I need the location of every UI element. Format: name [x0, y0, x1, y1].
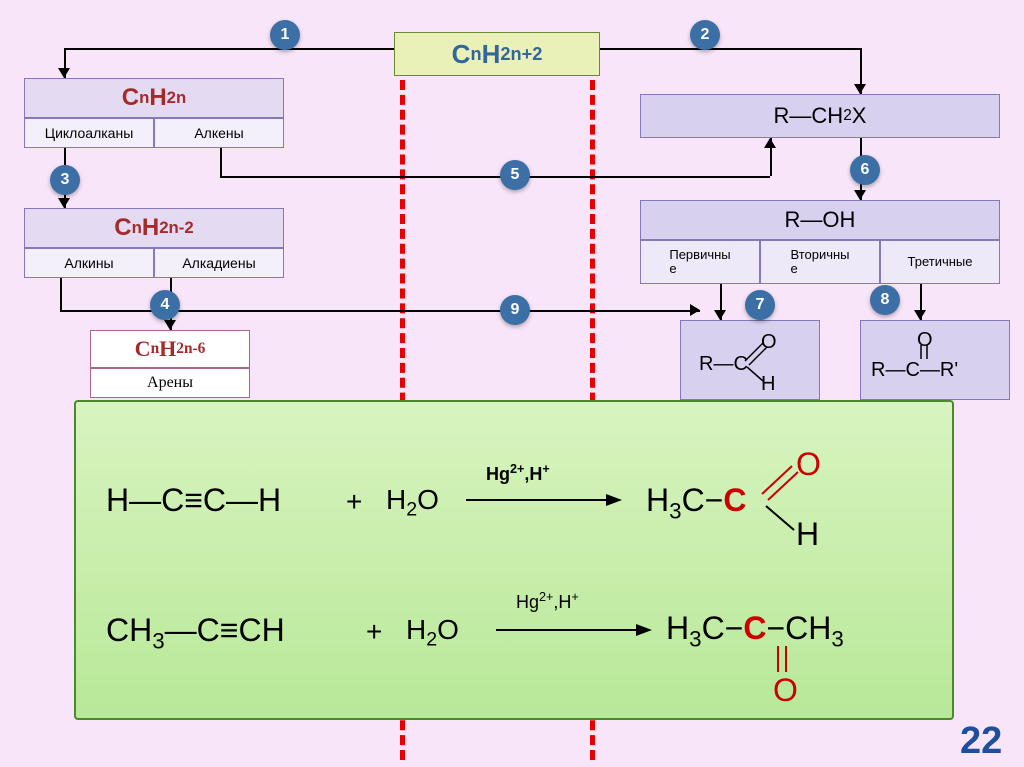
arrow-segment — [220, 148, 222, 176]
label-alkenes: Алкены — [154, 118, 284, 148]
label-alkynes: Алкины — [24, 248, 154, 278]
formula-alkanes: CnH2n+2 — [394, 32, 600, 76]
reaction-1: H—C≡C—H+H2OHg2+,H+H3C−COH — [76, 462, 952, 562]
arrow-head-icon — [58, 68, 70, 78]
page-number: 22 — [960, 720, 1002, 763]
label-alcohol-type: Вторичны е — [760, 240, 880, 284]
arrow-head-icon — [58, 198, 70, 208]
arrow-segment — [600, 48, 860, 50]
reaction-2: CH3—C≡CH+H2OHg2+,H+H3C−C−CH3O — [76, 602, 952, 712]
label-cycloalkanes: Циклоалканы — [24, 118, 154, 148]
formula-aldehyde: R—COH — [680, 320, 820, 400]
row-alcohol-types: Первичны еВторичны еТретичные — [640, 240, 1000, 284]
step-badge: 6 — [850, 155, 880, 185]
formula-ketone: R—C—R'O — [860, 320, 1010, 400]
arrow-head-icon — [764, 138, 776, 148]
step-badge: 5 — [500, 160, 530, 190]
row-alkynes: АлкиныАлкадиены — [24, 248, 284, 278]
arrow-segment — [220, 176, 770, 178]
arrow-head-icon — [854, 84, 866, 94]
row-alkenes: ЦиклоалканыАлкены — [24, 118, 284, 148]
arrow-head-icon — [690, 304, 700, 316]
formula-alkynes: CnH2n-2 — [24, 208, 284, 248]
formula-alkenes: CnH2n — [24, 78, 284, 118]
label-arenes: Арены — [90, 368, 250, 398]
step-badge: 1 — [270, 20, 300, 50]
formula-haloalkane: R—CH2X — [640, 94, 1000, 138]
arrow-head-icon — [914, 310, 926, 320]
arrow-head-icon — [164, 320, 176, 330]
step-badge: 2 — [690, 20, 720, 50]
formula-alcohol: R—OH — [640, 200, 1000, 240]
step-badge: 7 — [745, 290, 775, 320]
arrow-head-icon — [854, 190, 866, 200]
reaction-panel: H—C≡C—H+H2OHg2+,H+H3C−COH CH3—C≡CH+H2OHg2… — [74, 400, 954, 720]
step-badge: 4 — [150, 290, 180, 320]
arrow-head-icon — [714, 310, 726, 320]
label-alcohol-type: Третичные — [880, 240, 1000, 284]
step-badge: 9 — [500, 295, 530, 325]
formula-arenes: CnH2n-6 — [90, 330, 250, 368]
step-badge: 8 — [870, 285, 900, 315]
arrow-segment — [60, 278, 62, 310]
arrow-segment — [64, 48, 394, 50]
step-badge: 3 — [50, 165, 80, 195]
label-alcohol-type: Первичны е — [640, 240, 760, 284]
label-alkadienes: Алкадиены — [154, 248, 284, 278]
